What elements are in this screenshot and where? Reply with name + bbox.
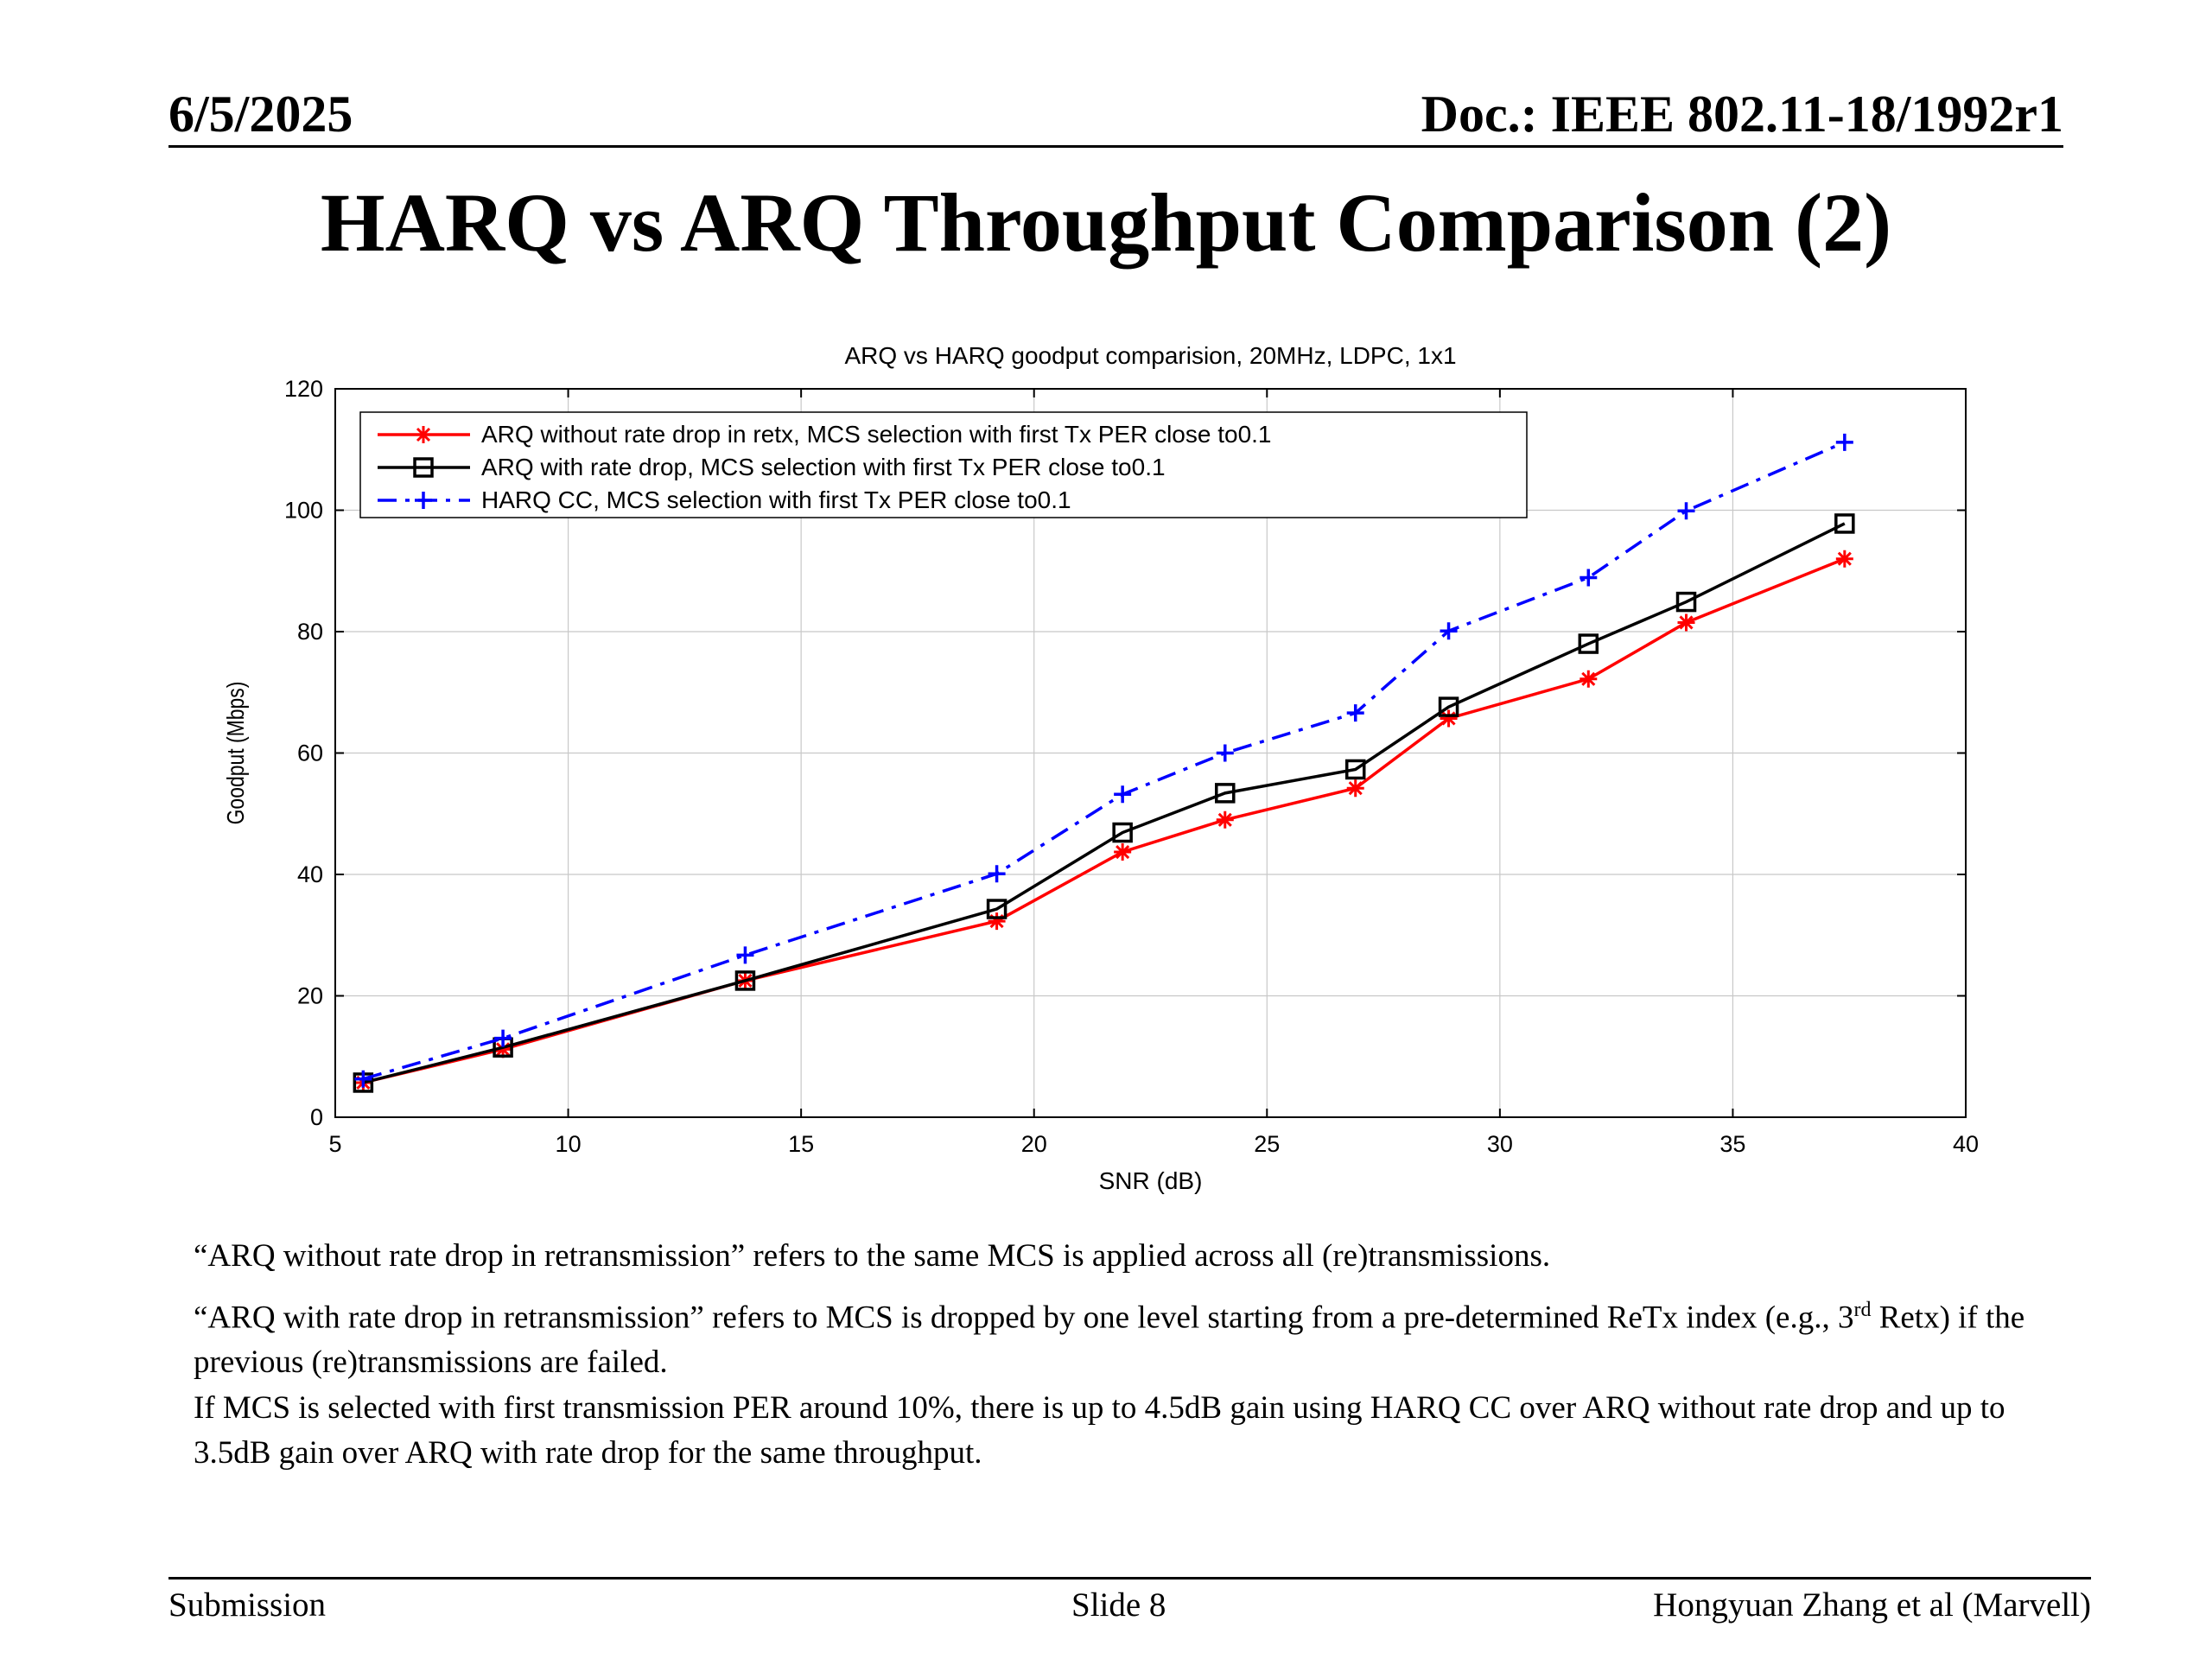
x-tick-label: 15 bbox=[788, 1131, 814, 1157]
series-line-1 bbox=[362, 522, 1846, 1084]
note-harq-gain: If MCS is selected with first transmissi… bbox=[194, 1390, 2005, 1471]
series-1-point bbox=[1344, 759, 1366, 780]
goodput-chart: 5 10 15 20 25 30 35 40 0 20 40 60 80 100 120 ARQ vs HAR… bbox=[223, 342, 1979, 1194]
series-0-point bbox=[494, 1040, 512, 1058]
series-2-point bbox=[494, 1029, 512, 1047]
legend-label-0: ARQ without rate drop in retx, MCS selec… bbox=[481, 421, 1272, 448]
series-2-point bbox=[1677, 502, 1695, 520]
y-tick-label: 120 bbox=[284, 376, 323, 402]
x-axis-label: SNR (dB) bbox=[1099, 1167, 1203, 1194]
footer-slide-number: Slide 8 bbox=[1071, 1586, 1166, 1624]
x-tick-label: 5 bbox=[328, 1131, 341, 1157]
legend-label-1: ARQ with rate drop, MCS selection with f… bbox=[481, 454, 1166, 480]
series-2-point bbox=[1440, 622, 1458, 640]
legend-marker-1 bbox=[413, 457, 434, 478]
series-2-point bbox=[1216, 744, 1234, 762]
header-doc-id: Doc.: IEEE 802.11-18/1992r1 bbox=[1421, 86, 2063, 143]
series-2-point bbox=[1346, 704, 1364, 722]
series-0-point bbox=[1580, 670, 1598, 688]
x-tick-label: 35 bbox=[1719, 1131, 1745, 1157]
x-tick-label: 40 bbox=[1953, 1131, 1979, 1157]
footer-author: Hongyuan Zhang et al (Marvell) bbox=[1653, 1586, 2091, 1624]
series-1-point bbox=[1112, 822, 1133, 843]
series-1-point bbox=[986, 899, 1007, 919]
legend-marker-0 bbox=[415, 426, 432, 443]
series-2-point bbox=[354, 1070, 372, 1088]
footer-rule bbox=[168, 1577, 2091, 1580]
series-2-point bbox=[1580, 569, 1598, 587]
series-1-point bbox=[734, 970, 756, 991]
y-tick-label: 40 bbox=[297, 861, 323, 887]
note-arq-no-rate-drop: “ARQ without rate drop in retransmission… bbox=[194, 1238, 1551, 1274]
series-2-point bbox=[1114, 785, 1132, 804]
y-tick-label: 100 bbox=[284, 498, 323, 524]
series-0-point bbox=[988, 912, 1006, 931]
series-0-point bbox=[1677, 613, 1695, 632]
series-2-point bbox=[988, 865, 1006, 883]
series-1-point bbox=[1215, 783, 1236, 804]
series-2-point bbox=[736, 946, 754, 964]
chart-title: ARQ vs HARQ goodput comparision, 20MHz, … bbox=[844, 342, 1456, 369]
header-rule bbox=[168, 145, 2063, 148]
header-date: 6/5/2025 bbox=[168, 86, 353, 143]
y-tick-label: 80 bbox=[297, 619, 323, 645]
footer-submission: Submission bbox=[168, 1586, 327, 1624]
note-arq-rate-drop-text: “ARQ with rate drop in retransmission” r… bbox=[194, 1300, 1854, 1336]
series-0-point bbox=[1216, 810, 1234, 829]
note-superscript: rd bbox=[1853, 1299, 1872, 1321]
series-1-point bbox=[1675, 591, 1697, 613]
series-0-point bbox=[1346, 779, 1364, 798]
series-2-point bbox=[1835, 433, 1853, 451]
y-axis-label: Goodput (Mbps) bbox=[223, 682, 250, 825]
note-arq-rate-drop: “ARQ with rate drop in retransmission” r… bbox=[194, 1287, 2051, 1385]
y-tick-label: 60 bbox=[297, 741, 323, 766]
y-tick-label: 0 bbox=[310, 1104, 323, 1130]
x-tick-label: 10 bbox=[556, 1131, 582, 1157]
x-tick-label: 30 bbox=[1487, 1131, 1513, 1157]
series-1-point bbox=[1438, 696, 1459, 717]
legend-label-2: HARQ CC, MCS selection with first Tx PER… bbox=[481, 486, 1071, 513]
series-0-point bbox=[1114, 843, 1132, 861]
x-tick-label: 25 bbox=[1254, 1131, 1280, 1157]
series-0-point bbox=[1835, 550, 1853, 568]
series-1-point bbox=[1578, 633, 1599, 654]
legend-marker-2 bbox=[415, 492, 432, 509]
y-tick-label: 20 bbox=[297, 983, 323, 1009]
series-1-point bbox=[1834, 513, 1855, 534]
series-0-point bbox=[1440, 709, 1458, 728]
legend-box bbox=[359, 411, 1528, 518]
x-tick-label: 20 bbox=[1021, 1131, 1047, 1157]
slide-title: HARQ vs ARQ Throughput Comparison (2) bbox=[320, 176, 1892, 269]
note-arq-rate-drop-text-end: Retx) if the previous (re)transmissions … bbox=[194, 1300, 2025, 1381]
